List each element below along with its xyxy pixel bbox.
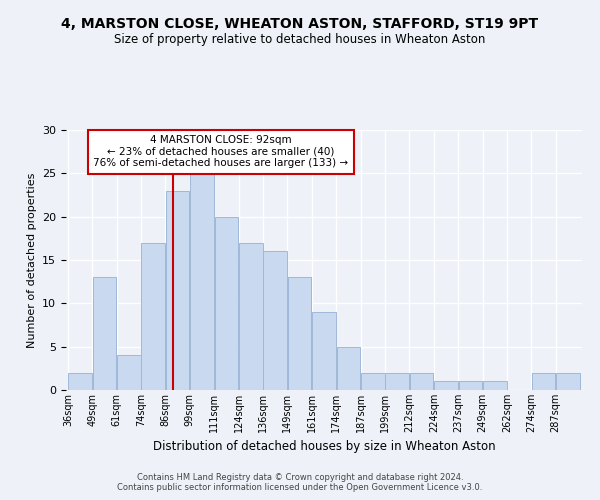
Bar [190,174,214,390]
Bar [385,372,409,390]
Y-axis label: Number of detached properties: Number of detached properties [26,172,37,348]
Text: 4 MARSTON CLOSE: 92sqm
← 23% of detached houses are smaller (40)
76% of semi-det: 4 MARSTON CLOSE: 92sqm ← 23% of detached… [93,135,349,168]
Bar [117,356,140,390]
Bar [361,372,385,390]
Bar [337,346,360,390]
Bar [483,382,506,390]
Bar [556,372,580,390]
Bar [166,190,190,390]
X-axis label: Distribution of detached houses by size in Wheaton Aston: Distribution of detached houses by size … [152,440,496,454]
Text: Contains HM Land Registry data © Crown copyright and database right 2024.
Contai: Contains HM Land Registry data © Crown c… [118,473,482,492]
Bar [410,372,433,390]
Bar [68,372,92,390]
Text: 4, MARSTON CLOSE, WHEATON ASTON, STAFFORD, ST19 9PT: 4, MARSTON CLOSE, WHEATON ASTON, STAFFOR… [61,18,539,32]
Bar [532,372,556,390]
Bar [92,278,116,390]
Bar [215,216,238,390]
Bar [263,252,287,390]
Bar [142,242,165,390]
Bar [288,278,311,390]
Bar [434,382,458,390]
Text: Size of property relative to detached houses in Wheaton Aston: Size of property relative to detached ho… [115,32,485,46]
Bar [312,312,336,390]
Bar [239,242,263,390]
Bar [458,382,482,390]
